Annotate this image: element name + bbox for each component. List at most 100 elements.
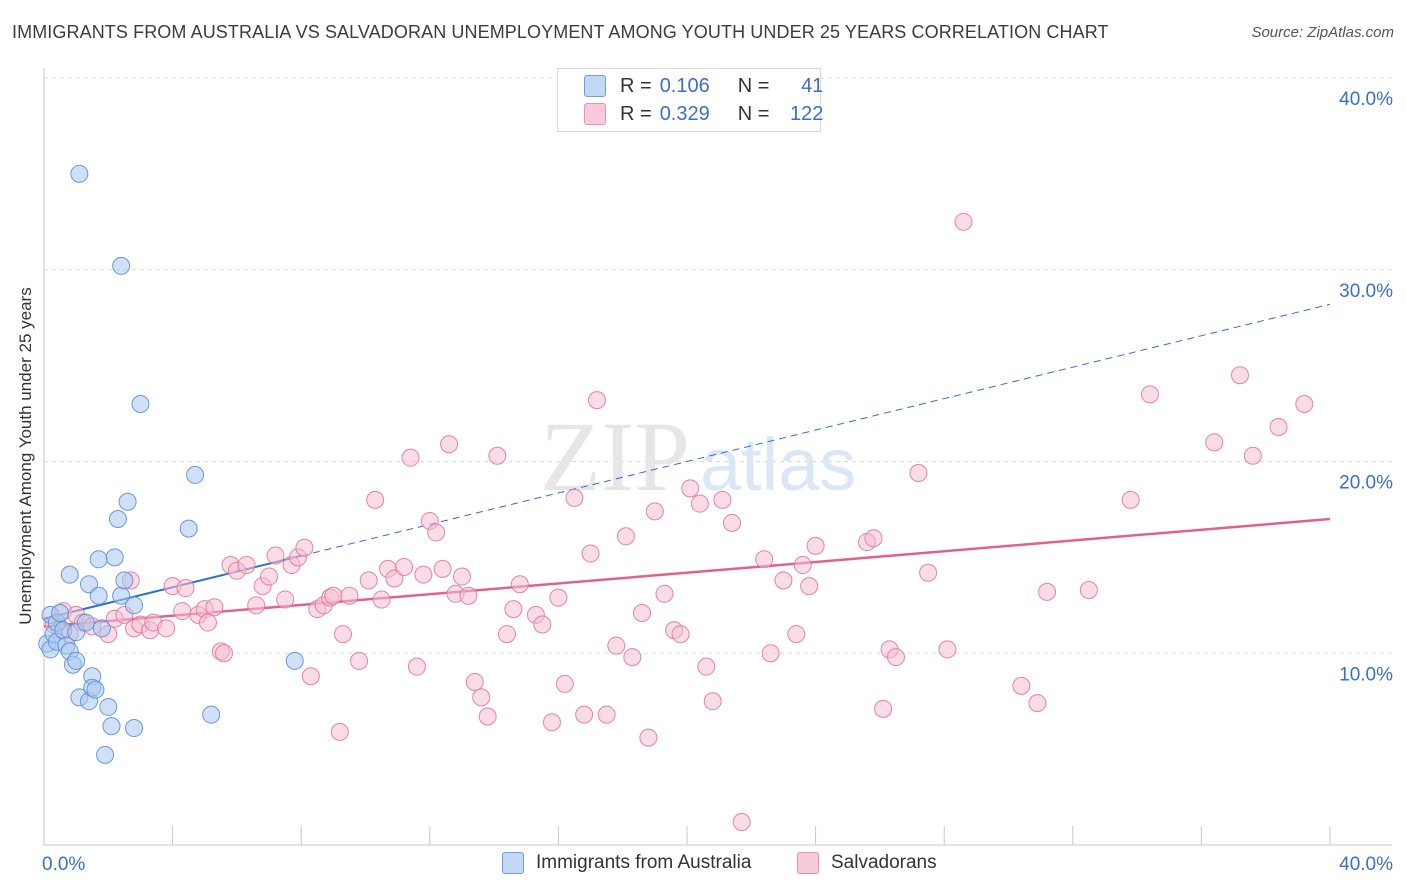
salvadoran-point: [774, 571, 793, 590]
salvadoran-point: [366, 490, 385, 509]
salvadoran-point: [407, 657, 426, 676]
salvadoran-point: [639, 728, 658, 747]
salvadoran-point: [655, 584, 674, 603]
salvadoran-point: [215, 644, 234, 663]
salvadoran-point: [623, 648, 642, 667]
australia-point: [131, 394, 150, 413]
salvadoran-point: [504, 600, 523, 619]
salvadoran-point: [452, 567, 471, 586]
salvadoran-point: [549, 588, 568, 607]
salvadoran-point: [401, 448, 420, 467]
australia-point: [179, 519, 198, 538]
legend-n-label: N =: [737, 102, 770, 125]
australia-point: [102, 717, 121, 736]
salvadoran-point: [575, 705, 594, 724]
salvadoran-point: [295, 538, 314, 557]
salvadoran-point: [1295, 394, 1314, 413]
salvadoran-point: [1012, 676, 1031, 695]
salvadoran-point: [497, 625, 516, 644]
salvadoran-point: [459, 586, 478, 605]
salvadoran-point: [1038, 582, 1057, 601]
salvadoran-point: [632, 603, 651, 622]
watermark: ZIP atlas: [540, 401, 856, 512]
y-tick-label: 40.0%: [1339, 89, 1393, 110]
salvadoran-point: [533, 615, 552, 634]
salvadoran-point: [510, 575, 529, 594]
salvadoran-point: [555, 674, 574, 693]
australia-point: [108, 510, 127, 529]
salvadoran-point: [793, 556, 812, 575]
australia-point: [186, 465, 205, 484]
salvadoran-point: [1028, 694, 1047, 713]
legend-row-salvadorans: R = 0.329 N = 122: [584, 100, 823, 128]
salvadoran-point: [173, 602, 192, 621]
salvadoran-point: [690, 494, 709, 513]
salvadoran-point: [587, 391, 606, 410]
salvadoran-point: [938, 640, 957, 659]
australia-point: [92, 619, 111, 638]
salvadoran-point: [864, 529, 883, 548]
axes-layer: [43, 68, 1392, 846]
salvadoran-point: [433, 559, 452, 578]
salvadoran-point: [359, 571, 378, 590]
salvadoran-point: [395, 557, 414, 576]
source-credit: Source: ZipAtlas.com: [1251, 24, 1394, 41]
salvadoran-point: [755, 550, 774, 569]
salvadoran-point: [703, 692, 722, 711]
salvadoran-point: [581, 544, 600, 563]
australia-point: [89, 586, 108, 605]
australia-point: [76, 613, 95, 632]
australia-point: [112, 256, 131, 275]
salvadoran-point: [333, 625, 352, 644]
salvadoran-point: [616, 527, 635, 546]
salvadoran-point: [340, 586, 359, 605]
tick-labels-layer: 10.0% 20.0% 30.0% 40.0% 0.0% 40.0%: [42, 89, 1393, 875]
y-tick-label: 10.0%: [1339, 664, 1393, 685]
legend-r-value: 0.329: [659, 102, 710, 125]
australia-point: [125, 719, 144, 738]
salvadoran-point: [414, 565, 433, 584]
salvadoran-point: [723, 513, 742, 532]
chart-title: IMMIGRANTS FROM AUSTRALIA VS SALVADORAN …: [12, 22, 1109, 42]
salvadoran-point: [157, 619, 176, 638]
points-layer: [38, 164, 1314, 831]
australia-point: [86, 680, 105, 699]
x-tick-label: 0.0%: [42, 854, 85, 875]
australia-point: [70, 164, 89, 183]
salvadoran-point: [607, 636, 626, 655]
salvadoran-point: [324, 586, 343, 605]
salvadoran-point: [372, 590, 391, 609]
watermark-zip: ZIP: [540, 401, 690, 512]
correlation-legend: R = 0.106 N = 41 R = 0.329 N = 122: [557, 68, 823, 132]
legend-n-value: 122: [790, 102, 824, 125]
salvadoran-point: [247, 596, 266, 615]
salvadoran-point: [645, 502, 664, 521]
salvadoran-point: [1121, 490, 1140, 509]
australia-point: [125, 596, 144, 615]
salvadoran-point: [266, 546, 285, 565]
salvadoran-point: [800, 577, 819, 596]
salvadoran-point: [237, 556, 256, 575]
salvadoran-point: [198, 613, 217, 632]
salvadoran-point: [1230, 366, 1249, 385]
salvadoran-point: [697, 657, 716, 676]
australia-point: [80, 575, 99, 594]
y-axis-label: Unemployment Among Youth under 25 years: [16, 287, 35, 625]
salvadoran-point: [806, 536, 825, 555]
bottom-legend-label: Salvadorans: [831, 852, 937, 873]
salvadoran-point: [787, 625, 806, 644]
salvadoran-point: [478, 707, 497, 726]
salvadoran-point: [205, 598, 224, 617]
salvadoran-point: [488, 446, 507, 465]
salvadoran-point: [919, 563, 938, 582]
y-tick-label: 20.0%: [1339, 473, 1393, 494]
bottom-legend-swatch-blue: [502, 852, 524, 874]
salvadoran-point: [330, 722, 349, 741]
legend-r-label: R =: [620, 102, 652, 125]
salvadoran-point: [385, 569, 404, 588]
legend-row-australia: R = 0.106 N = 41: [584, 72, 823, 100]
salvadoran-point: [954, 212, 973, 231]
australia-point: [96, 745, 115, 764]
australia-point: [115, 571, 134, 590]
